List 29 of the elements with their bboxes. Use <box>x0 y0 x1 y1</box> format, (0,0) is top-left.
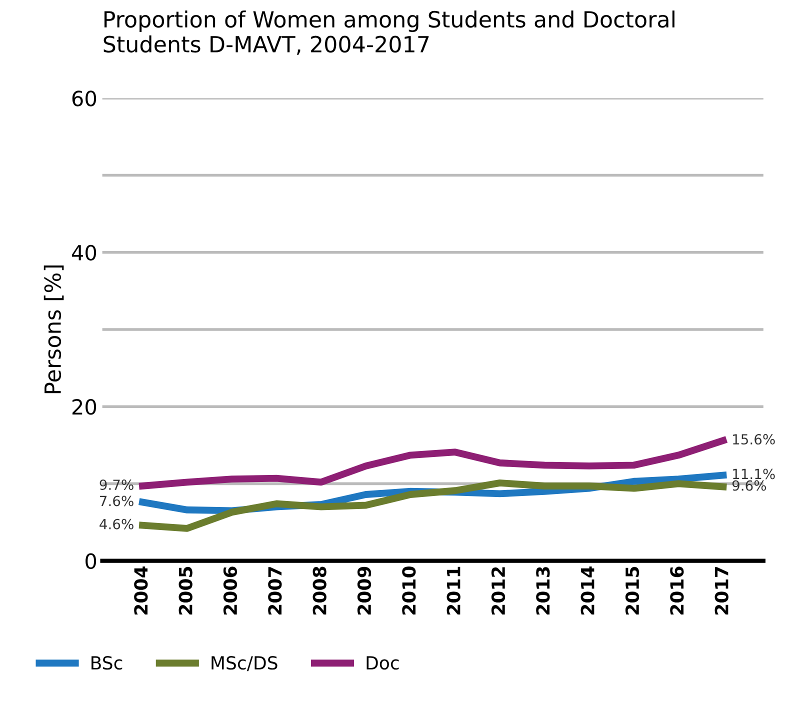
x-tick-label: 2005 <box>178 566 192 614</box>
x-tick-label: 2007 <box>268 567 282 614</box>
x-tick-label: 2011 <box>446 566 460 614</box>
x-tick-label: 2017 <box>714 567 728 614</box>
data-label: 7.6% <box>100 496 134 506</box>
y-tick-label: 60 <box>72 90 96 106</box>
legend-label: MSc/DS <box>212 656 278 672</box>
y-tick-label: 40 <box>72 244 96 261</box>
x-tick-label: 2015 <box>625 566 640 614</box>
data-label: 9.6% <box>732 480 766 491</box>
x-tick-label: 2014 <box>580 566 594 614</box>
data-label: 9.7% <box>100 480 134 490</box>
data-label: 15.6% <box>733 434 775 445</box>
x-tick-label: 2006 <box>223 566 238 614</box>
x-tick-label: 2009 <box>357 566 372 614</box>
chart-title: Proportion of Women among Students and Doctoral Students D-MAVT, 2004-2017 <box>104 10 674 55</box>
x-tick-label: 2010 <box>402 566 416 614</box>
x-tick-label: 2008 <box>312 566 326 614</box>
data-label: 4.6% <box>100 518 134 530</box>
y-axis-title: Persons [%] <box>44 266 64 394</box>
y-tick-label: 0 <box>86 553 96 570</box>
x-tick-label: 2013 <box>536 567 550 614</box>
x-tick-label: 2016 <box>670 566 684 614</box>
x-tick-label: 2012 <box>491 567 506 614</box>
x-tick-label: 2004 <box>134 566 148 614</box>
y-tick-label: 20 <box>72 399 96 415</box>
data-label: 11.1% <box>733 468 775 480</box>
legend-label: BSc <box>92 656 122 670</box>
legend-label: Doc <box>366 656 399 670</box>
